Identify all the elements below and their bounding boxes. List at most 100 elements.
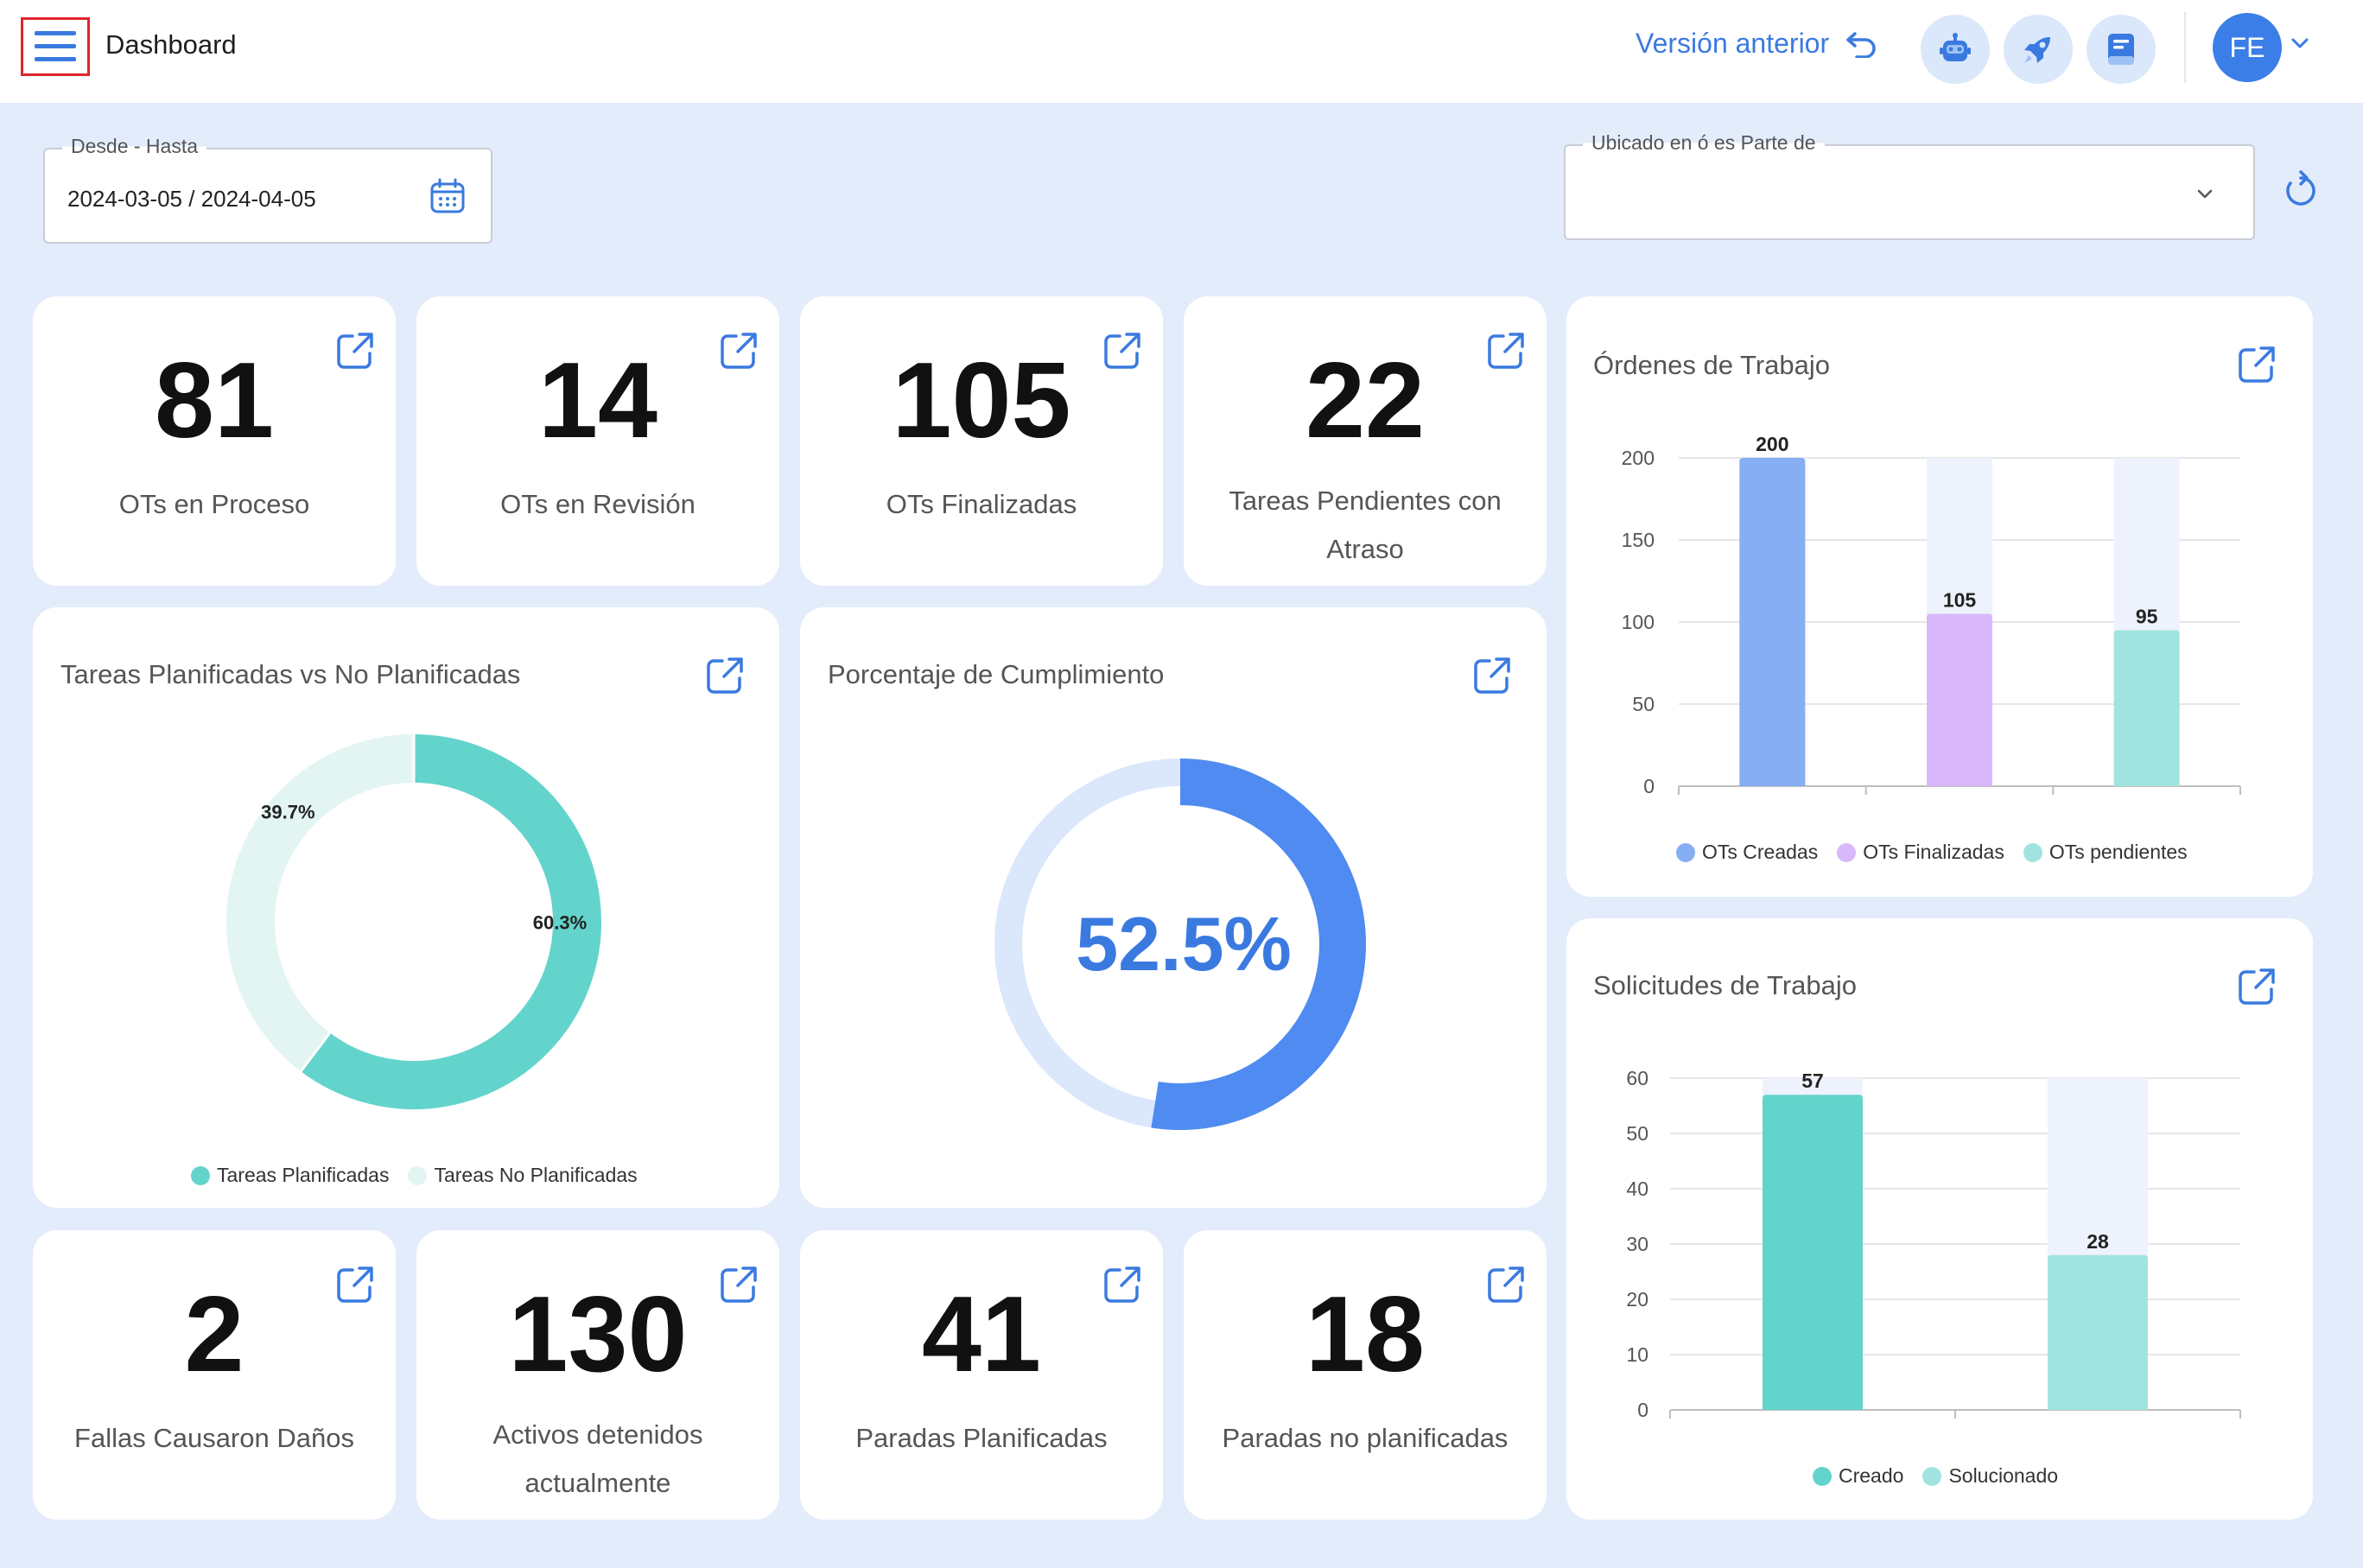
kpi-value: 2: [184, 1275, 245, 1394]
date-range-value: 2024-03-05 / 2024-04-05: [67, 186, 316, 212]
legend-item[interactable]: Solucionado: [1922, 1464, 2058, 1488]
kpi-label: Fallas Causaron Daños: [74, 1423, 354, 1453]
rocket-icon: [2024, 37, 2050, 63]
date-range-label: Desde - Hasta: [62, 135, 207, 158]
kpi-label: OTs en Proceso: [118, 489, 310, 519]
kpi-label-line1: Tareas Pendientes con: [1229, 486, 1502, 516]
documentation-button[interactable]: [2087, 15, 2156, 84]
refresh-icon[interactable]: [2282, 169, 2320, 211]
external-link-icon[interactable]: [335, 331, 375, 371]
work-requests-legend: Creado Solucionado: [1813, 1464, 2077, 1488]
y-tick-label: 100: [1622, 611, 1655, 633]
location-select[interactable]: Ubicado en ó es Parte de: [1564, 131, 2255, 240]
kpi-card-paradas-planificadas[interactable]: 41 Paradas Planificadas: [800, 1230, 1163, 1520]
kpi-label-line2: actualmente: [524, 1468, 671, 1498]
chevron-down-icon: [2197, 189, 2213, 199]
menu-icon: [35, 31, 76, 61]
book-icon: [2108, 34, 2134, 65]
legend-item[interactable]: OTs Creadas: [1676, 841, 1818, 864]
planned-vs-unplanned-card: Tareas Planificadas vs No Planificadas 6…: [33, 607, 779, 1208]
kpi-value: 105: [892, 341, 1071, 460]
kpi-label: Paradas no planificadas: [1222, 1423, 1509, 1453]
compliance-card: Porcentaje de Cumplimiento 52.5%: [800, 607, 1547, 1208]
assistant-button[interactable]: [1921, 15, 1990, 84]
chevron-down-icon[interactable]: [2290, 36, 2310, 50]
kpi-card-activos-detenidos[interactable]: 130 Activos detenidos actualmente: [416, 1230, 779, 1520]
donut-separator: [299, 1032, 332, 1073]
previous-version-label: Versión anterior: [1636, 28, 1830, 59]
donut-segment: [301, 734, 601, 1109]
location-label: Ubicado en ó es Parte de: [1583, 131, 1825, 155]
y-tick-label: 0: [1643, 775, 1655, 797]
kpi-card-ots-finalizadas[interactable]: 105 OTs Finalizadas: [800, 296, 1163, 586]
kpi-label-line1: Activos detenidos: [492, 1419, 703, 1450]
work-orders-chart: 200 150 100 50 0 200 105 95: [1622, 433, 2241, 797]
legend-label: Tareas Planificadas: [217, 1164, 390, 1186]
robot-icon: [1940, 33, 1971, 61]
y-tick-label: 40: [1626, 1178, 1648, 1200]
external-link-icon[interactable]: [1102, 1265, 1142, 1305]
menu-button[interactable]: [21, 17, 90, 76]
external-link-icon[interactable]: [2237, 345, 2277, 384]
legend-label: Solucionado: [1948, 1464, 2059, 1487]
external-link-icon[interactable]: [1472, 656, 1512, 695]
external-link-icon[interactable]: [2237, 967, 2277, 1006]
bar-value-label: 57: [1801, 1070, 1824, 1092]
kpi-value: 81: [155, 341, 274, 460]
external-link-icon[interactable]: [705, 656, 745, 695]
external-link-icon[interactable]: [335, 1265, 375, 1305]
legend-item[interactable]: Tareas Planificadas: [191, 1164, 389, 1187]
kpi-label: OTs Finalizadas: [886, 489, 1077, 519]
legend-label: Tareas No Planificadas: [434, 1164, 638, 1186]
kpi-value: 130: [508, 1275, 688, 1394]
legend-swatch: [1922, 1466, 1942, 1486]
bar: [1763, 1095, 1863, 1410]
external-link-icon[interactable]: [719, 331, 759, 371]
kpi-card-tareas-pendientes[interactable]: 22 Tareas Pendientes con Atraso: [1184, 296, 1547, 586]
kpi-card-ots-en-revision[interactable]: 14 OTs en Revisión: [416, 296, 779, 586]
external-link-icon[interactable]: [1102, 331, 1142, 371]
legend-swatch: [1837, 842, 1857, 862]
bar-value-label: 200: [1756, 433, 1788, 455]
kpi-card-paradas-no-planificadas[interactable]: 18 Paradas no planificadas: [1184, 1230, 1547, 1520]
external-link-icon[interactable]: [1486, 1265, 1526, 1305]
card-title: Solicitudes de Trabajo: [1593, 970, 1858, 1000]
donut-chart: 60.3% 39.7%: [226, 734, 601, 1109]
previous-version-link[interactable]: Versión anterior: [1636, 28, 1877, 60]
y-tick-label: 0: [1637, 1399, 1648, 1421]
external-link-icon[interactable]: [719, 1265, 759, 1305]
bar: [2048, 1254, 2148, 1410]
legend-label: Creado: [1839, 1464, 1904, 1487]
legend-item[interactable]: Creado: [1813, 1464, 1903, 1488]
kpi-value: 22: [1305, 341, 1425, 460]
quick-start-button[interactable]: [2004, 15, 2073, 84]
bar-value-label: 95: [2136, 606, 2158, 628]
bar: [2113, 630, 2180, 786]
bar: [1739, 458, 1806, 786]
kpi-card-ots-en-proceso[interactable]: 81 OTs en Proceso: [33, 296, 396, 586]
kpi-label: OTs en Revisión: [500, 489, 696, 519]
date-range-field[interactable]: Desde - Hasta 2024-03-05 / 2024-04-05: [43, 135, 492, 244]
legend-label: OTs pendientes: [2049, 841, 2188, 863]
bar: [1927, 613, 1992, 786]
work-requests-card: Solicitudes de Trabajo 60 50 40 30 20 10 0 57 28…: [1566, 918, 2313, 1520]
calendar-icon[interactable]: [429, 177, 467, 215]
y-tick-label: 20: [1626, 1288, 1648, 1311]
card-title: Órdenes de Trabajo: [1593, 350, 1831, 380]
kpi-label: Paradas Planificadas: [855, 1423, 1108, 1453]
donut-segment: [226, 734, 415, 1072]
gauge-chart: 52.5%: [994, 759, 1366, 1130]
user-avatar[interactable]: FE: [2213, 13, 2282, 82]
legend-item[interactable]: Tareas No Planificadas: [408, 1164, 638, 1187]
legend-item[interactable]: OTs Finalizadas: [1837, 841, 2004, 864]
gauge-fill: [1151, 759, 1366, 1130]
kpi-value: 18: [1305, 1275, 1425, 1394]
legend-item[interactable]: OTs pendientes: [2023, 841, 2188, 864]
kpi-card-fallas[interactable]: 2 Fallas Causaron Daños: [33, 1230, 396, 1520]
y-tick-label: 30: [1626, 1233, 1648, 1255]
external-link-icon[interactable]: [1486, 331, 1526, 371]
y-tick-label: 150: [1622, 529, 1655, 551]
kpi-label-line2: Atraso: [1326, 534, 1404, 564]
page-title: Dashboard: [105, 29, 237, 60]
donut-value-label: 60.3%: [533, 912, 587, 934]
